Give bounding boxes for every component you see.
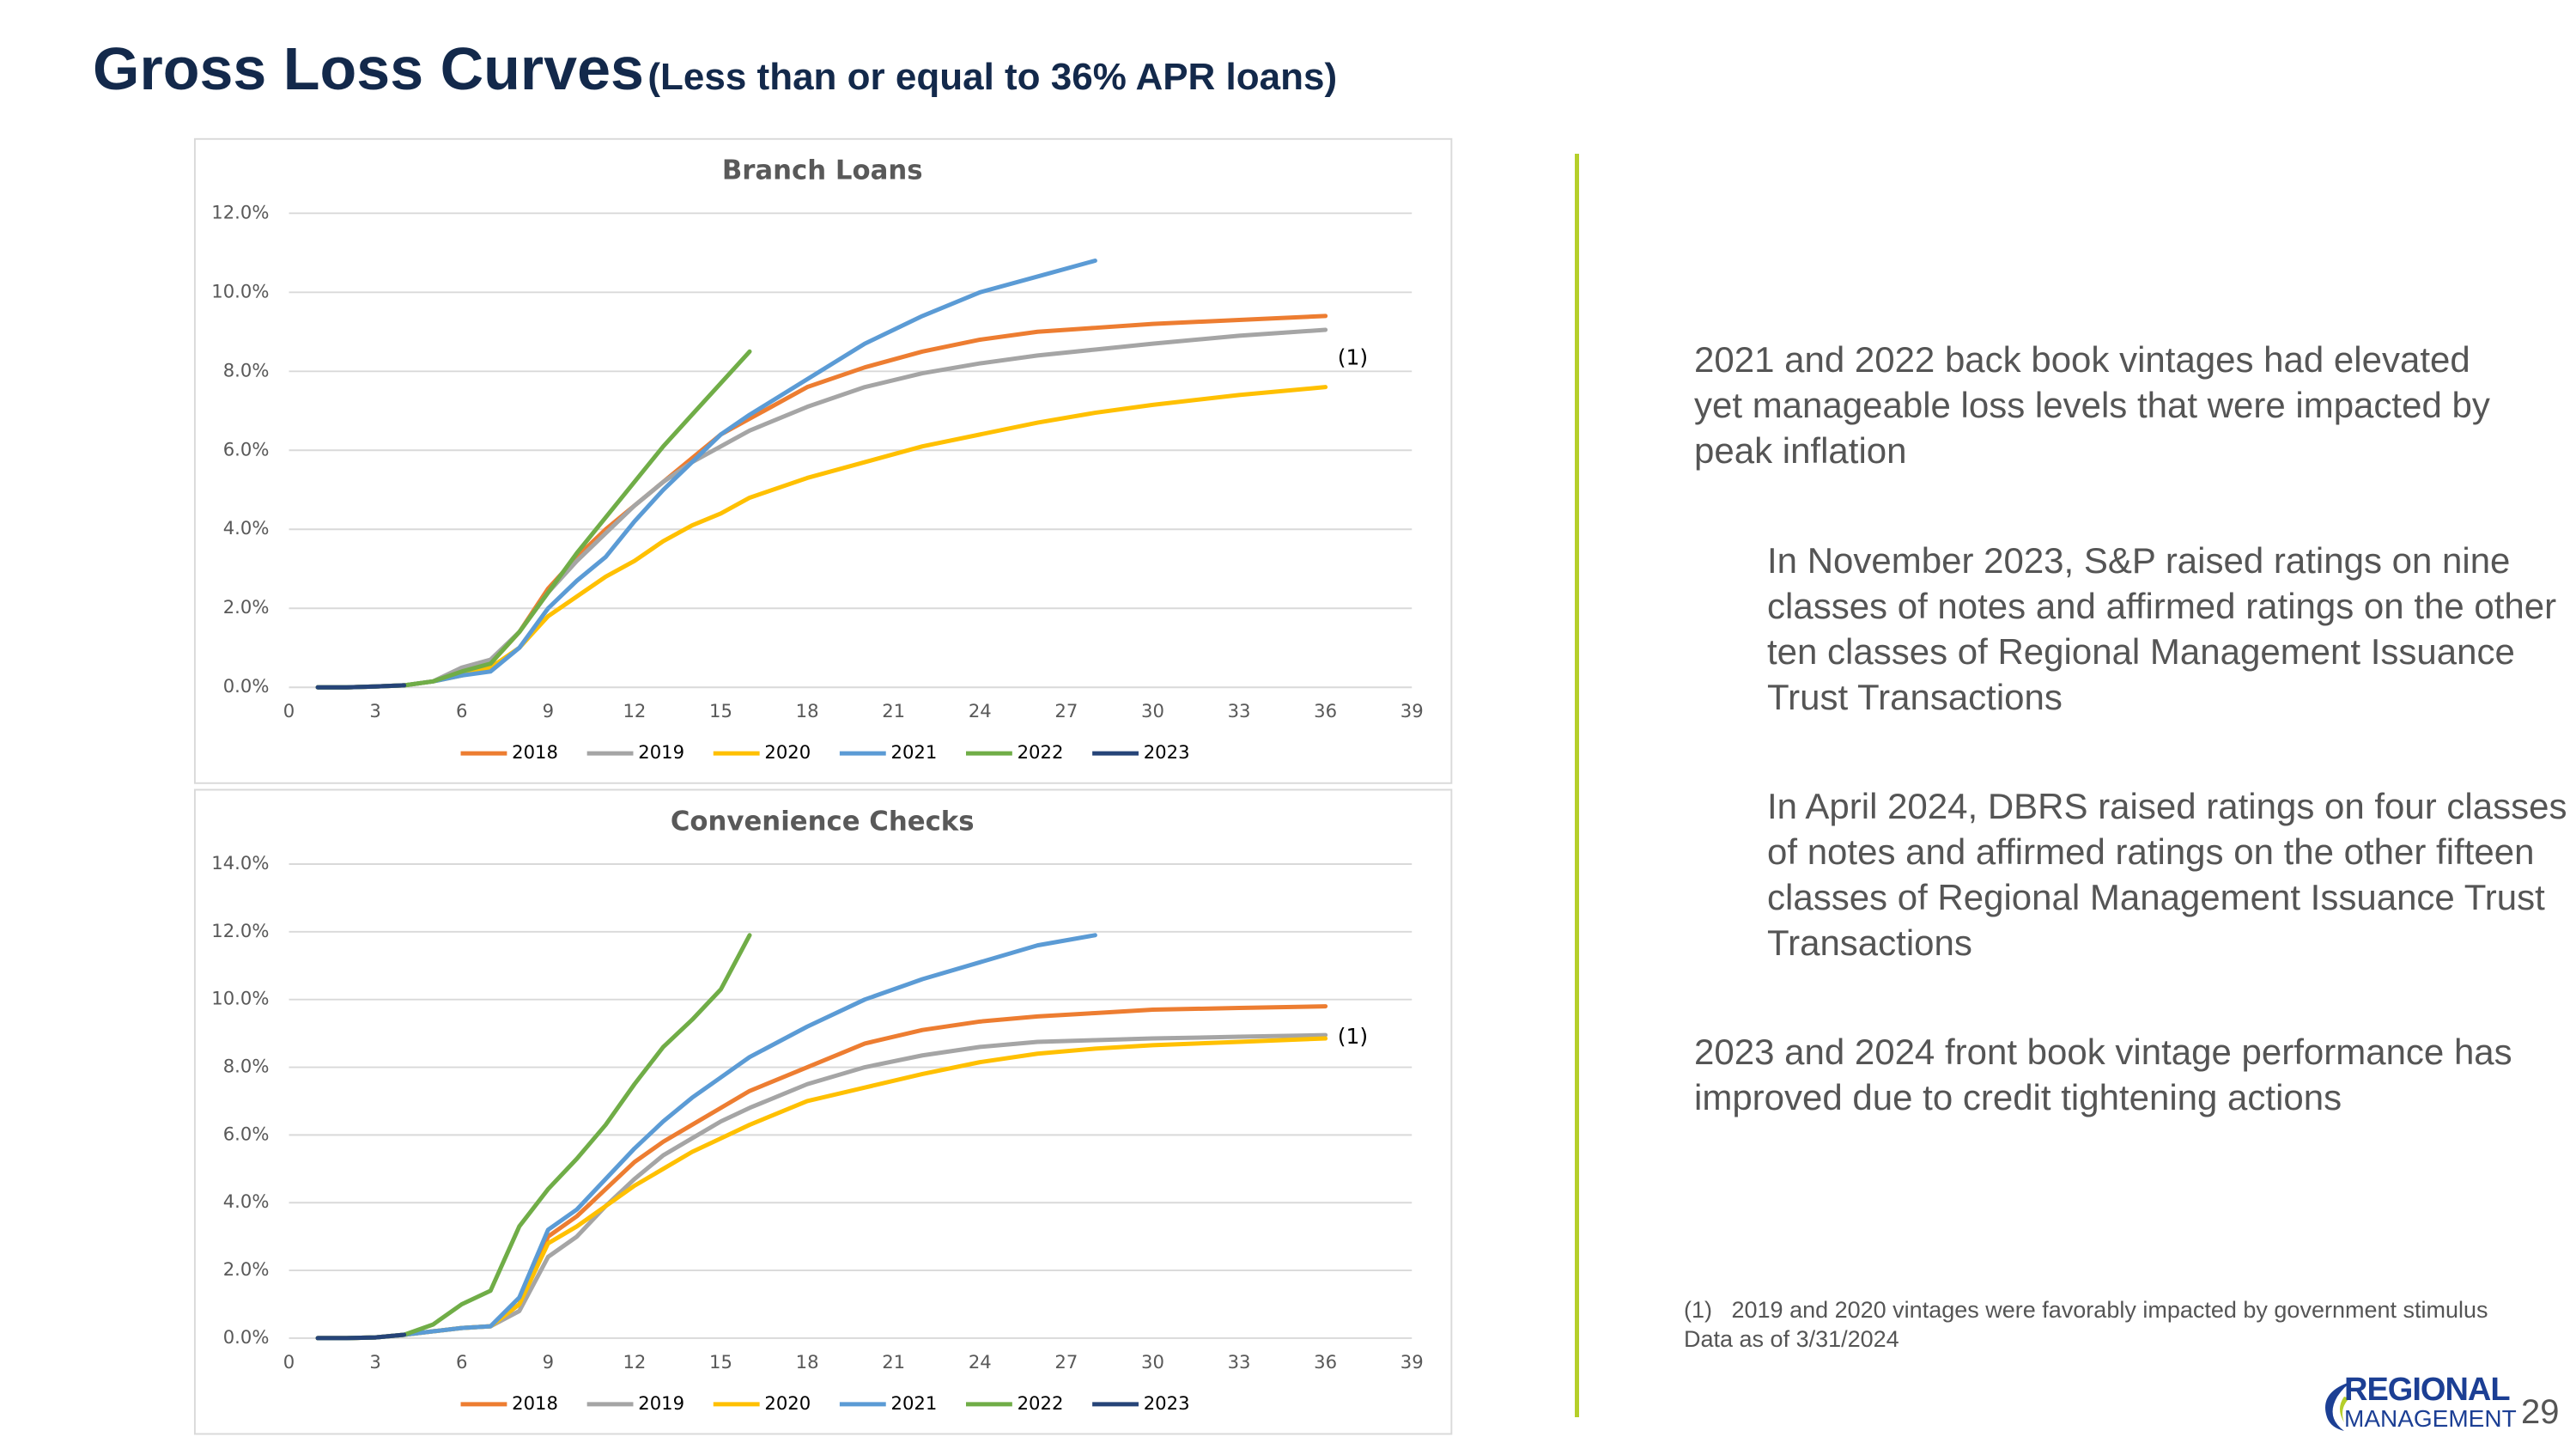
x-tick-label: 30 — [1141, 1351, 1164, 1373]
x-tick-label: 12 — [623, 700, 646, 721]
x-tick-label: 21 — [882, 1351, 905, 1373]
y-tick-label: 8.0% — [223, 1056, 270, 1077]
series-line — [315, 1032, 1328, 1341]
x-tick-label: 21 — [882, 700, 905, 721]
y-tick-label: 4.0% — [223, 517, 270, 539]
x-tick-label: 15 — [709, 1351, 732, 1373]
y-tick-label: 8.0% — [223, 359, 270, 381]
legend-label: 2020 — [764, 741, 811, 763]
series-line — [315, 933, 1097, 1341]
legend-label: 2018 — [512, 741, 558, 763]
legend-label: 2019 — [638, 741, 684, 763]
legend-label: 2022 — [1018, 741, 1064, 763]
logo-mark-accent — [2340, 1397, 2349, 1422]
x-tick-label: 3 — [369, 1351, 380, 1373]
legend-label: 2020 — [764, 1392, 811, 1414]
annotation: (1) — [1338, 1024, 1368, 1049]
divider — [1575, 154, 1579, 1417]
x-tick-label: 27 — [1054, 700, 1078, 721]
x-tick-label: 18 — [796, 700, 819, 721]
series-line — [315, 1332, 407, 1341]
x-tick-label: 0 — [283, 1351, 295, 1373]
title-block: Gross Loss Curves (Less than or equal to… — [93, 34, 1337, 103]
series-line — [315, 385, 1328, 690]
y-tick-label: 4.0% — [223, 1190, 270, 1212]
y-tick-label: 12.0% — [211, 920, 269, 941]
y-tick-label: 0.0% — [223, 1326, 270, 1348]
legend-label: 2023 — [1144, 741, 1190, 763]
legend-label: 2021 — [891, 741, 938, 763]
data-note: Data as of 3/31/2024 — [1684, 1326, 1899, 1352]
paragraph: 2023 and 2024 front book vintage perform… — [1694, 1032, 2512, 1117]
paragraph: In November 2023, S&P raised ratings on … — [1767, 540, 2557, 717]
x-tick-label: 30 — [1141, 700, 1164, 721]
x-tick-label: 6 — [456, 700, 467, 721]
footnote: (1) 2019 and 2020 vintages were favorabl… — [1684, 1297, 2488, 1323]
y-tick-label: 2.0% — [223, 596, 270, 618]
annotation: (1) — [1338, 345, 1368, 370]
y-tick-label: 12.0% — [211, 201, 269, 222]
x-tick-label: 12 — [623, 1351, 646, 1373]
x-tick-label: 27 — [1054, 1351, 1078, 1373]
page-number: 29 — [2521, 1393, 2560, 1431]
series-line — [315, 349, 752, 690]
logo-text: REGIONAL — [2344, 1372, 2511, 1408]
series-line — [315, 683, 407, 690]
x-tick-label: 39 — [1400, 1351, 1424, 1373]
x-tick-label: 15 — [709, 700, 732, 721]
x-tick-label: 33 — [1228, 700, 1251, 721]
paragraph: In April 2024, DBRS raised ratings on fo… — [1767, 786, 2567, 963]
y-tick-label: 0.0% — [223, 675, 270, 697]
series-line — [315, 1004, 1328, 1341]
series-line — [315, 1036, 1328, 1341]
x-tick-label: 24 — [969, 1351, 992, 1373]
chart-title: Convenience Checks — [671, 806, 975, 837]
legend-label: 2019 — [638, 1392, 684, 1414]
logo-mark — [2325, 1381, 2353, 1431]
logo-swoosh — [2325, 1381, 2353, 1431]
x-tick-label: 33 — [1228, 1351, 1251, 1373]
x-tick-label: 9 — [543, 700, 554, 721]
paragraph: 2021 and 2022 back book vintages had ele… — [1694, 339, 2490, 471]
legend-label: 2022 — [1018, 1392, 1064, 1414]
x-tick-label: 36 — [1314, 1351, 1337, 1373]
x-tick-label: 18 — [796, 1351, 819, 1373]
x-tick-label: 24 — [969, 700, 992, 721]
x-tick-label: 36 — [1314, 700, 1337, 721]
slide-title: Gross Loss Curves — [93, 35, 644, 102]
y-tick-label: 10.0% — [211, 280, 269, 301]
series-line — [315, 259, 1097, 690]
chart-title: Branch Loans — [722, 155, 923, 186]
y-tick-label: 10.0% — [211, 988, 269, 1009]
y-tick-label: 6.0% — [223, 1123, 270, 1144]
y-tick-label: 2.0% — [223, 1258, 270, 1280]
legend-label: 2023 — [1144, 1392, 1190, 1414]
y-tick-label: 14.0% — [211, 852, 269, 874]
x-tick-label: 0 — [283, 700, 295, 721]
x-tick-label: 9 — [543, 1351, 554, 1373]
slide-subtitle: (Less than or equal to 36% APR loans) — [647, 56, 1338, 98]
x-tick-label: 6 — [456, 1351, 467, 1373]
logo-text: MANAGEMENT — [2344, 1405, 2517, 1432]
x-tick-label: 39 — [1400, 700, 1424, 721]
x-tick-label: 3 — [369, 700, 380, 721]
y-tick-label: 6.0% — [223, 438, 270, 460]
chart-frame — [193, 788, 1453, 1435]
chart-frame — [193, 137, 1453, 784]
legend-label: 2018 — [512, 1392, 558, 1414]
legend-label: 2021 — [891, 1392, 938, 1414]
